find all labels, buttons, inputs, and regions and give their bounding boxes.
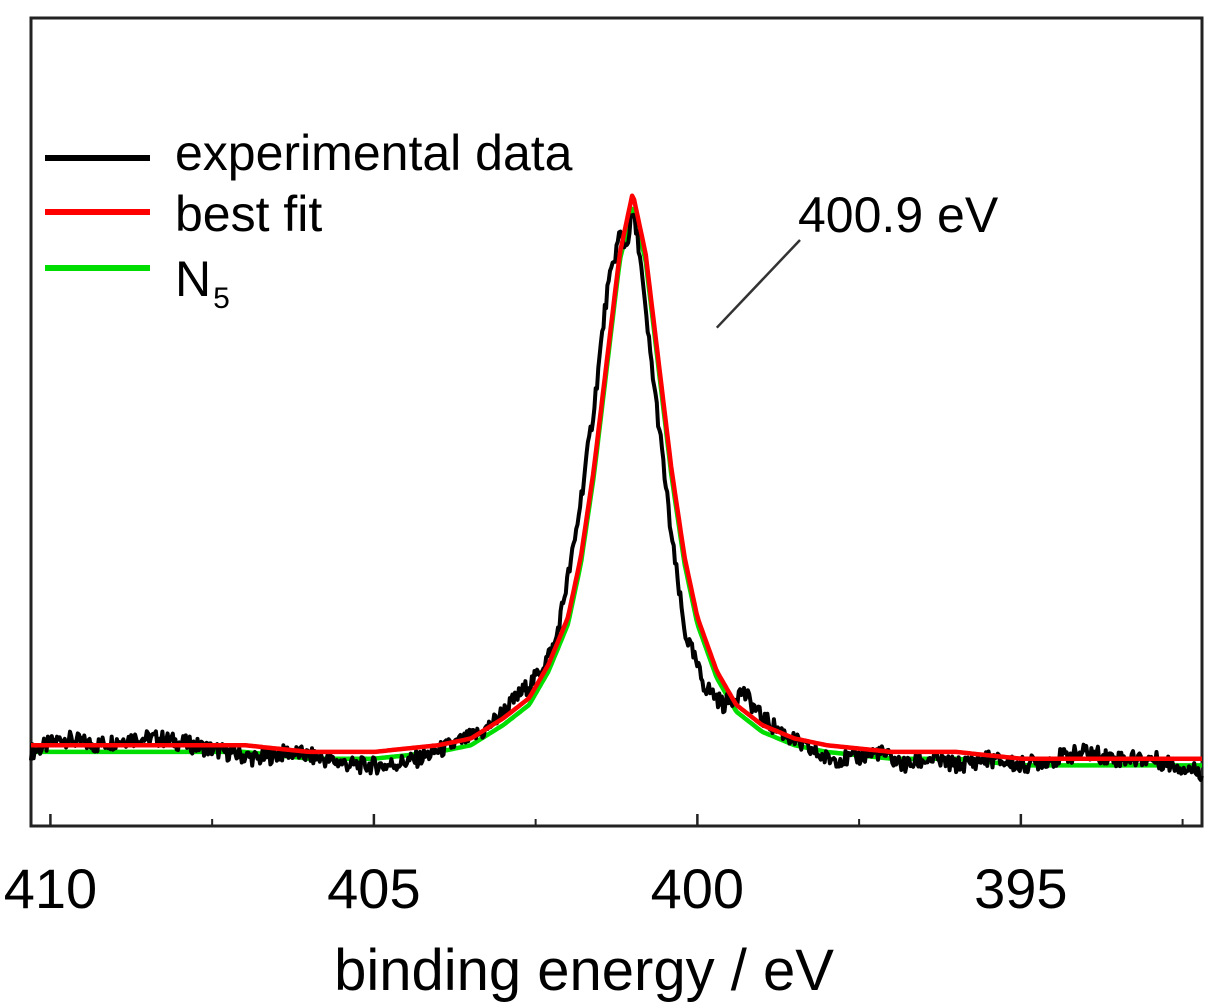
legend-label-n5-subscript: 5 bbox=[213, 282, 230, 315]
legend-label-experimental-data: experimental data bbox=[175, 125, 573, 181]
legend-label-n5-base: N bbox=[175, 251, 211, 307]
x-tick-label: 405 bbox=[327, 857, 420, 920]
peak-annotation: 400.9 eV bbox=[715, 187, 999, 329]
series-line-best-fit bbox=[30, 193, 1203, 761]
legend: experimental data best fit N5 bbox=[45, 125, 573, 315]
x-tick-label: 395 bbox=[974, 857, 1067, 920]
legend-label-best-fit: best fit bbox=[175, 186, 322, 242]
x-axis-ticks: 410 405 400 395 bbox=[4, 814, 1184, 920]
annotation-leader-line bbox=[715, 239, 801, 329]
x-tick-label: 400 bbox=[651, 857, 744, 920]
plot-frame bbox=[29, 16, 1204, 828]
series-layer bbox=[29, 193, 1204, 782]
annotation-label: 400.9 eV bbox=[798, 187, 999, 243]
x-axis-label: binding energy / eV bbox=[334, 938, 834, 1003]
x-tick-label: 410 bbox=[4, 857, 97, 920]
legend-label-n5: N5 bbox=[175, 251, 230, 315]
